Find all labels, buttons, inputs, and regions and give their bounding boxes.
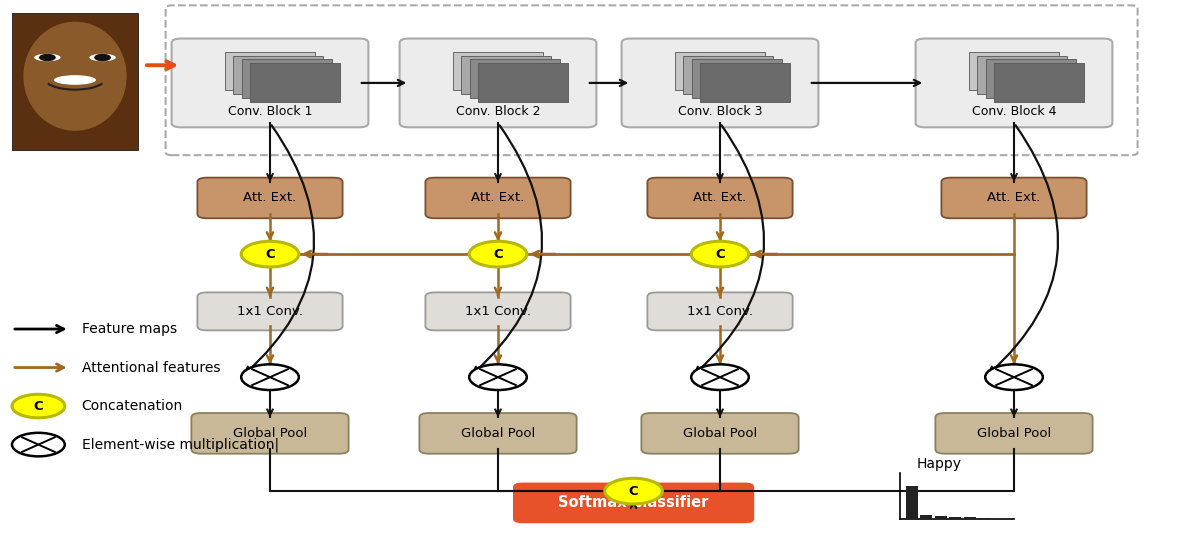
FancyBboxPatch shape <box>197 178 343 218</box>
Text: C: C <box>629 485 638 498</box>
FancyBboxPatch shape <box>622 39 818 127</box>
FancyBboxPatch shape <box>648 292 793 331</box>
Circle shape <box>985 364 1043 390</box>
FancyBboxPatch shape <box>400 39 596 127</box>
Bar <box>12 13 138 150</box>
Text: Conv. Block 1: Conv. Block 1 <box>228 105 312 118</box>
Ellipse shape <box>89 54 116 62</box>
Bar <box>454 52 542 90</box>
Ellipse shape <box>54 75 96 85</box>
FancyBboxPatch shape <box>425 292 571 331</box>
Text: Att. Ext.: Att. Ext. <box>988 192 1040 204</box>
Bar <box>977 56 1068 94</box>
Text: Attentional features: Attentional features <box>82 361 220 374</box>
Bar <box>978 518 990 519</box>
Text: Att. Ext.: Att. Ext. <box>244 192 296 204</box>
FancyBboxPatch shape <box>514 483 755 523</box>
Circle shape <box>241 241 299 267</box>
Circle shape <box>12 394 65 418</box>
Text: Concatenation: Concatenation <box>82 399 182 413</box>
Text: Element-wise multiplication|: Element-wise multiplication| <box>82 437 278 452</box>
FancyBboxPatch shape <box>172 39 368 127</box>
Text: C: C <box>715 248 725 261</box>
Circle shape <box>38 54 55 62</box>
Circle shape <box>691 241 749 267</box>
Text: 1x1 Conv.: 1x1 Conv. <box>686 305 754 318</box>
Bar <box>462 56 552 94</box>
Text: Conv. Block 2: Conv. Block 2 <box>456 105 540 118</box>
Text: Conv. Block 4: Conv. Block 4 <box>972 105 1056 118</box>
Bar <box>964 517 976 519</box>
Ellipse shape <box>35 54 60 62</box>
Circle shape <box>469 241 527 267</box>
Circle shape <box>469 364 527 390</box>
FancyBboxPatch shape <box>648 178 793 218</box>
Bar <box>692 59 782 98</box>
Text: 1x1 Conv.: 1x1 Conv. <box>238 305 302 318</box>
Bar <box>949 517 961 519</box>
Bar <box>479 63 569 102</box>
FancyBboxPatch shape <box>936 413 1092 454</box>
Text: C: C <box>34 400 43 412</box>
Bar <box>920 515 932 519</box>
Circle shape <box>691 364 749 390</box>
Bar <box>684 56 773 94</box>
Bar <box>250 63 341 102</box>
Circle shape <box>241 364 299 390</box>
Text: Conv. Block 3: Conv. Block 3 <box>678 105 762 118</box>
Bar <box>970 52 1060 90</box>
FancyBboxPatch shape <box>192 413 348 454</box>
FancyBboxPatch shape <box>197 292 343 331</box>
FancyBboxPatch shape <box>916 39 1112 127</box>
Circle shape <box>12 433 65 456</box>
Bar <box>226 52 314 90</box>
Bar <box>986 59 1076 98</box>
Bar <box>674 52 766 90</box>
Text: Global Pool: Global Pool <box>233 427 307 440</box>
Text: Global Pool: Global Pool <box>977 427 1051 440</box>
Text: Happy: Happy <box>917 457 962 471</box>
Circle shape <box>605 478 662 504</box>
Bar <box>233 56 324 94</box>
Bar <box>995 63 1085 102</box>
Bar <box>906 486 918 519</box>
Text: Softmax Classifier: Softmax Classifier <box>558 495 709 510</box>
Text: Global Pool: Global Pool <box>461 427 535 440</box>
Text: 1x1 Conv.: 1x1 Conv. <box>466 305 530 318</box>
FancyBboxPatch shape <box>420 413 577 454</box>
Text: C: C <box>493 248 503 261</box>
FancyBboxPatch shape <box>942 178 1087 218</box>
Bar <box>935 516 947 519</box>
Text: C: C <box>265 248 275 261</box>
Ellipse shape <box>23 21 127 131</box>
FancyBboxPatch shape <box>641 413 799 454</box>
Bar <box>242 59 331 98</box>
Text: Global Pool: Global Pool <box>683 427 757 440</box>
Circle shape <box>94 54 112 62</box>
Bar <box>701 63 791 102</box>
FancyBboxPatch shape <box>425 178 571 218</box>
Text: Feature maps: Feature maps <box>82 322 176 336</box>
Bar <box>470 59 560 98</box>
Text: Att. Ext.: Att. Ext. <box>694 192 746 204</box>
Text: Att. Ext.: Att. Ext. <box>472 192 524 204</box>
